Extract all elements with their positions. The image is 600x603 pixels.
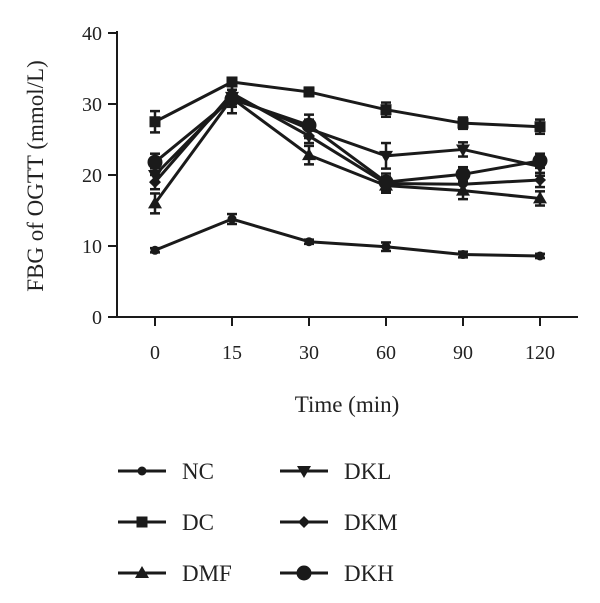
data-point-nc — [150, 245, 160, 255]
legend-item-dc: DC — [118, 510, 214, 535]
series-dmf — [148, 88, 547, 215]
data-point-dkh — [532, 153, 548, 169]
legend-label-dkl: DKL — [344, 459, 391, 484]
legend-item-nc: NC — [118, 459, 214, 484]
series-layer — [147, 76, 548, 261]
data-point-dmf — [302, 148, 316, 161]
legend-item-dkh: DKH — [280, 561, 394, 586]
data-point-dkh — [455, 166, 471, 182]
x-axis-title: Time (min) — [295, 392, 400, 417]
data-point-dkl — [379, 150, 393, 163]
legend-label-dkh: DKH — [344, 561, 394, 586]
x-tick-label: 30 — [299, 342, 319, 364]
y-tick-label: 10 — [82, 236, 102, 258]
legend-item-dkl: DKL — [280, 459, 391, 484]
data-point-nc — [304, 237, 314, 247]
data-point-dkh — [224, 91, 240, 107]
axes: 0 10 20 30 40 0 15 30 60 90 120 — [82, 23, 578, 364]
series-line-dmf — [153, 96, 541, 205]
x-tick-label: 90 — [453, 342, 473, 364]
legend-label-dc: DC — [182, 510, 214, 535]
data-point-dc — [149, 116, 161, 128]
x-tick-label: 120 — [525, 342, 555, 364]
data-point-nc — [535, 251, 545, 261]
series-dkl — [148, 88, 547, 184]
y-tick-label: 30 — [82, 94, 102, 116]
series-line-dkh — [154, 97, 541, 184]
data-point-dc — [380, 104, 392, 116]
data-point-nc — [458, 250, 468, 260]
legend-marker-dkh — [296, 565, 312, 581]
data-point-dc — [457, 117, 469, 129]
legend: NC DC DMF DKL DKM DKH — [118, 459, 398, 586]
y-tick-label: 40 — [82, 23, 102, 45]
y-axis-title: FBG of OGTT (mmol/L) — [23, 60, 48, 291]
data-point-dmf — [148, 196, 162, 209]
series-line-dc — [154, 80, 541, 129]
data-point-dkh — [378, 174, 394, 190]
data-point-dkm — [534, 173, 546, 186]
legend-marker-dc — [136, 516, 148, 528]
legend-item-dkm: DKM — [280, 510, 398, 535]
x-tick-label: 60 — [376, 342, 396, 364]
data-point-dkh — [147, 154, 163, 170]
series-dc — [149, 76, 546, 136]
legend-label-dmf: DMF — [182, 561, 232, 586]
series-nc — [150, 212, 545, 261]
data-point-dc — [226, 76, 238, 88]
data-point-dmf — [533, 191, 547, 204]
legend-item-dmf: DMF — [118, 561, 232, 586]
data-point-dkm — [149, 176, 161, 189]
data-point-dc — [303, 86, 315, 98]
data-point-nc — [227, 214, 237, 224]
series-dkh — [147, 83, 548, 192]
legend-marker-dkl — [297, 466, 311, 478]
series-line-nc — [154, 217, 541, 258]
x-tick-label: 0 — [150, 342, 160, 364]
x-tick-label: 15 — [222, 342, 242, 364]
y-tick-label: 0 — [92, 307, 102, 329]
data-point-dc — [534, 121, 546, 133]
data-point-dkl — [456, 144, 470, 157]
series-line-dkl — [153, 95, 541, 177]
legend-marker-dmf — [135, 566, 149, 578]
legend-marker-dkm — [298, 516, 310, 528]
legend-label-nc: NC — [182, 459, 214, 484]
legend-label-dkm: DKM — [344, 510, 398, 535]
y-tick-label: 20 — [82, 165, 102, 187]
data-point-dkh — [301, 117, 317, 133]
data-point-nc — [381, 242, 391, 252]
legend-marker-nc — [137, 466, 147, 476]
